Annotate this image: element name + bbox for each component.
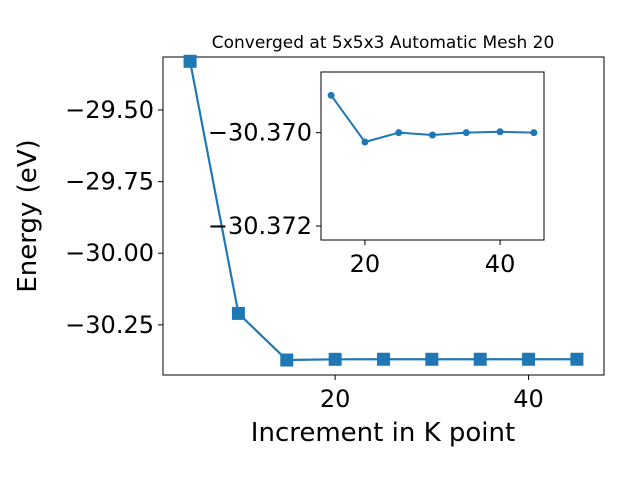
inset-background [321, 72, 544, 240]
inset-ticks: 20 40 −30.372 −30.370 [208, 119, 515, 278]
main-data-point [377, 352, 390, 366]
main-data-point [425, 352, 439, 366]
main-ticks: 20 40 −29.50 −29.75 −30.00 −30.25 [65, 96, 544, 413]
main-series [183, 54, 584, 367]
chart-title: Converged at 5x5x3 Automatic Mesh 20 [212, 33, 555, 53]
main-data-point [522, 352, 536, 366]
inset-x-tick-label: 20 [350, 250, 381, 278]
main-data-point [328, 352, 342, 366]
main-data-point [183, 54, 197, 68]
inset-data-point [530, 129, 538, 137]
inset-data-point [462, 129, 470, 137]
main-x-tick-label: 40 [513, 385, 544, 413]
inset-data-point [496, 128, 504, 136]
main-plot-frame [162, 56, 605, 376]
inset-data-point [361, 138, 369, 146]
y-axis-label: Energy (eV) [13, 139, 43, 292]
inset-x-tick-label: 40 [485, 250, 516, 278]
inset-data-point [395, 129, 403, 137]
inset-plot-frame [320, 71, 545, 241]
inset-y-tick-label: −30.372 [208, 212, 312, 240]
inset-series [327, 91, 538, 146]
main-data-point [231, 306, 245, 320]
inset-data-point [429, 131, 436, 139]
main-data-point [570, 352, 584, 366]
inset-data-point [327, 91, 335, 99]
main-y-tick-label: −29.50 [65, 96, 154, 124]
main-y-tick-label: −29.75 [65, 168, 154, 196]
main-y-tick-label: −30.00 [65, 239, 154, 267]
main-x-tick-label: 20 [320, 385, 351, 413]
inset-y-tick-label: −30.370 [208, 119, 312, 147]
main-y-tick-label: −30.25 [65, 311, 154, 339]
main-data-point [280, 353, 294, 367]
main-data-point [473, 352, 487, 366]
main-axes: Converged at 5x5x3 Automatic Mesh 20 Inc… [13, 33, 605, 448]
inset-axes: 20 40 −30.372 −30.370 [208, 71, 545, 278]
x-axis-label: Increment in K point [251, 418, 515, 448]
